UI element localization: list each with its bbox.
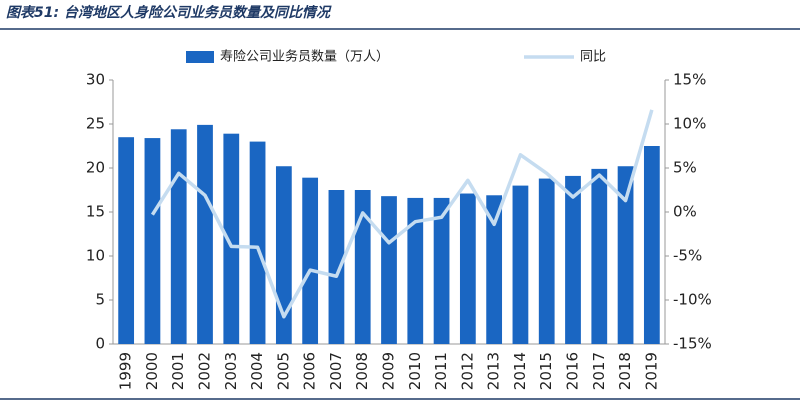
x-tick-label: 2016 xyxy=(564,352,582,390)
legend-label: 寿险公司业务员数量（万人） xyxy=(220,49,389,65)
bar xyxy=(381,196,397,344)
bar xyxy=(459,193,476,344)
bar xyxy=(197,124,213,344)
x-tick-label: 2015 xyxy=(537,352,555,390)
legend-swatch xyxy=(186,51,214,63)
bar xyxy=(144,138,161,344)
x-tick-label: 2004 xyxy=(248,352,266,390)
bar xyxy=(328,190,345,344)
x-tick-label: 2003 xyxy=(222,352,240,390)
bar xyxy=(538,178,555,344)
bar xyxy=(565,175,581,344)
y-tick-label: 25 xyxy=(86,115,105,133)
bar xyxy=(223,133,240,344)
x-tick-label: 2011 xyxy=(432,352,450,390)
x-tick-label: 2007 xyxy=(327,352,345,390)
x-tick-label: 2018 xyxy=(616,352,634,390)
bar xyxy=(617,166,634,344)
y2-tick-label: 0% xyxy=(673,203,697,221)
y2-tick-label: 5% xyxy=(673,159,697,177)
x-tick-label: 1999 xyxy=(117,352,135,390)
y-tick-label: 5 xyxy=(95,291,105,309)
bar xyxy=(486,195,503,344)
y-tick-label: 20 xyxy=(86,159,105,177)
bar xyxy=(591,168,608,344)
legend-label: 同比 xyxy=(580,50,606,65)
bar xyxy=(354,190,371,344)
x-tick-label: 2013 xyxy=(485,352,503,390)
chart-title: 图表51: 台湾地区人身险公司业务员数量及同比情况 xyxy=(6,4,332,21)
bar xyxy=(302,177,319,344)
bar xyxy=(512,185,529,344)
x-tick-label: 2012 xyxy=(458,352,476,390)
bar xyxy=(170,129,187,344)
y-tick-label: 0 xyxy=(95,335,105,353)
x-tick-label: 2017 xyxy=(590,352,608,390)
bar xyxy=(433,197,450,344)
bar xyxy=(249,141,266,344)
x-tick-label: 2000 xyxy=(143,352,161,390)
x-tick-label: 2002 xyxy=(196,352,214,390)
y-tick-label: 10 xyxy=(86,247,105,265)
bar xyxy=(643,146,660,344)
y-tick-label: 30 xyxy=(86,71,105,89)
y2-tick-label: -10% xyxy=(673,291,712,309)
line xyxy=(150,109,654,319)
y2-tick-label: 10% xyxy=(673,115,706,133)
bar xyxy=(118,137,135,344)
bar xyxy=(275,166,292,344)
y-tick-label: 15 xyxy=(86,203,105,221)
x-tick-label: 2010 xyxy=(406,352,424,390)
x-tick-label: 2009 xyxy=(380,352,398,390)
y2-tick-label: -15% xyxy=(673,335,712,353)
x-tick-label: 2006 xyxy=(301,352,319,390)
y2-tick-label: -5% xyxy=(673,247,702,265)
x-tick-label: 2005 xyxy=(274,352,292,390)
x-tick-label: 2019 xyxy=(642,352,660,390)
x-tick-label: 2001 xyxy=(169,352,187,390)
x-tick-label: 2008 xyxy=(353,352,371,390)
y2-tick-label: 15% xyxy=(673,71,706,89)
bar xyxy=(407,197,424,344)
x-tick-label: 2014 xyxy=(511,352,529,390)
